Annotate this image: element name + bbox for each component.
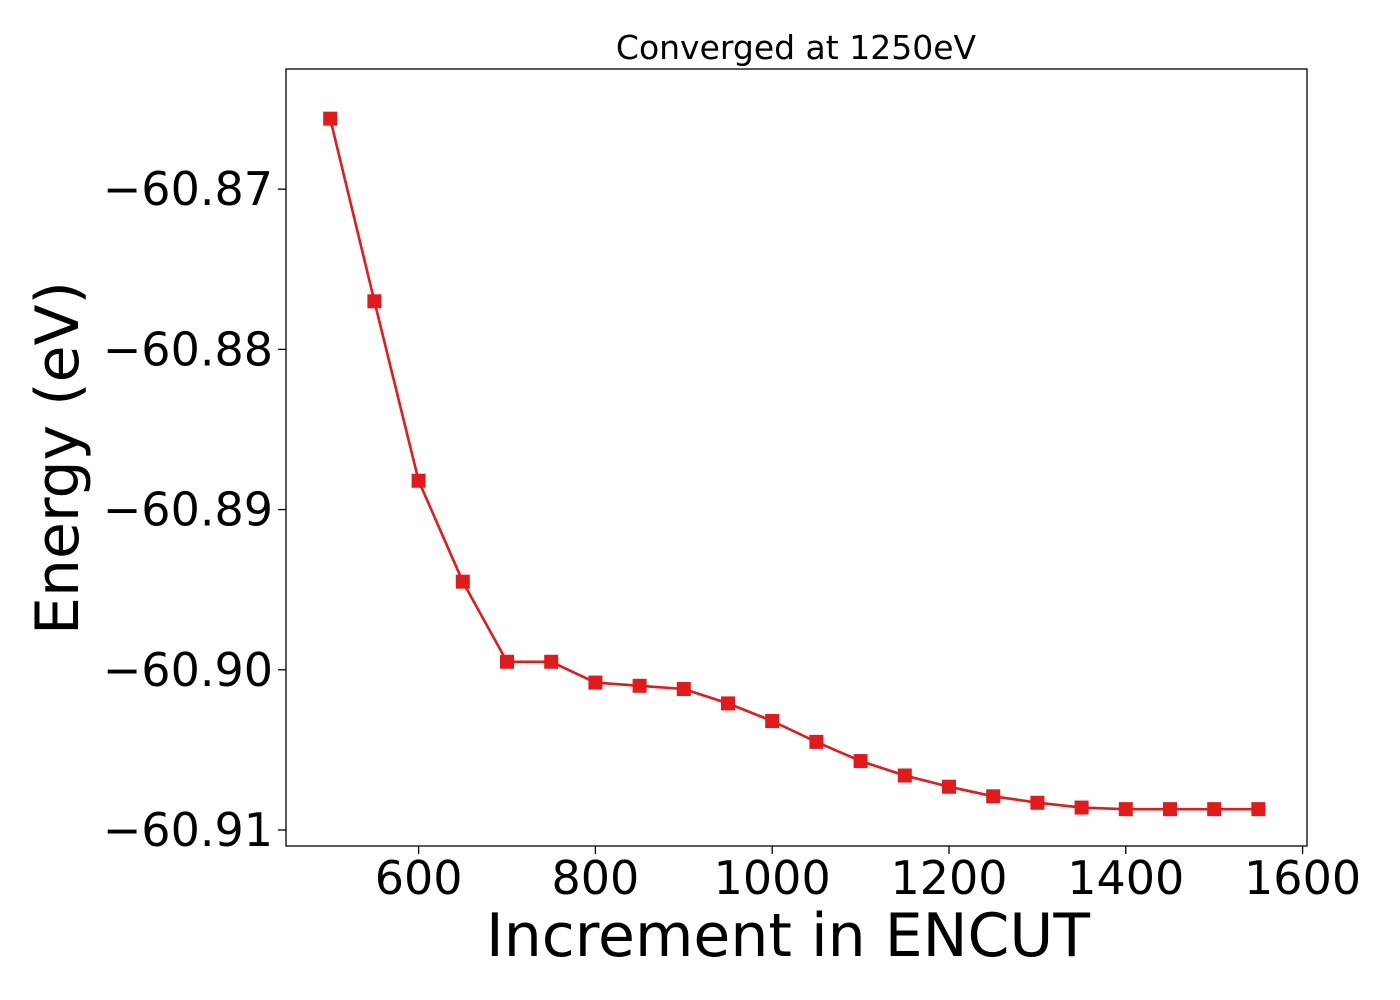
data-point-marker (323, 111, 338, 126)
y-tick-label: −60.89 (103, 483, 273, 537)
data-point-marker (1074, 800, 1089, 815)
data-point-marker (1162, 802, 1177, 817)
data-point-marker (1118, 802, 1133, 817)
x-tick-label: 1200 (890, 851, 1007, 905)
y-axis-label: Energy (eV) (23, 281, 93, 635)
data-point-marker (1207, 802, 1222, 817)
y-tick-label: −60.88 (103, 322, 273, 376)
x-axis-ticks: 600 800 1000 1200 1400 1600 (375, 846, 1361, 905)
data-point-marker (853, 754, 868, 769)
x-tick-label: 1600 (1244, 851, 1361, 905)
data-point-marker (897, 768, 912, 783)
data-point-marker (720, 696, 735, 711)
data-point-marker (1251, 802, 1266, 817)
x-axis-label: Increment in ENCUT (486, 901, 1090, 971)
data-point-marker (1030, 795, 1045, 810)
data-point-marker (588, 675, 603, 690)
y-axis-ticks: −60.87 −60.88 −60.89 −60.90 −60.91 (103, 162, 286, 857)
data-point-marker (499, 654, 514, 669)
plot-area-frame (285, 68, 1308, 847)
data-point-marker (632, 678, 647, 693)
x-tick-label: 1400 (1067, 851, 1184, 905)
series-layer (323, 111, 1266, 817)
y-tick-label: −60.91 (103, 803, 273, 857)
data-point-marker (455, 574, 470, 589)
y-tick-label: −60.87 (103, 162, 273, 216)
x-tick-label: 800 (551, 851, 639, 905)
data-point-marker (765, 714, 780, 729)
data-point-marker (809, 734, 824, 749)
data-point-marker (676, 681, 691, 696)
x-tick-label: 1000 (714, 851, 831, 905)
data-point-marker (367, 294, 382, 309)
y-tick-label: −60.90 (103, 643, 273, 697)
x-tick-label: 600 (375, 851, 463, 905)
data-point-marker (986, 789, 1001, 804)
data-point-marker (941, 779, 956, 794)
series-line (328, 118, 1259, 811)
chart-title: Converged at 1250eV (616, 28, 977, 67)
data-point-marker (411, 473, 426, 488)
data-point-marker (544, 654, 559, 669)
